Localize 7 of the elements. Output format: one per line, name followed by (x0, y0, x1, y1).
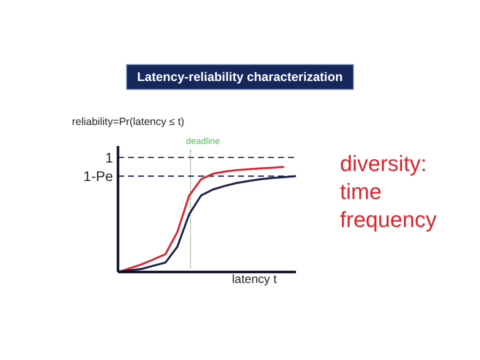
x-axis-title: latency t (232, 272, 277, 286)
chart-title: Latency-reliability characterization (126, 64, 354, 90)
y-axis-title: reliability=Pr(latency ≤ t) (72, 116, 184, 128)
ref-line-label: 1-Pe (83, 168, 114, 184)
text: diversity: time frequency (340, 150, 437, 234)
ref-line-label: 1 (105, 149, 114, 166)
text: deadline (186, 136, 220, 146)
